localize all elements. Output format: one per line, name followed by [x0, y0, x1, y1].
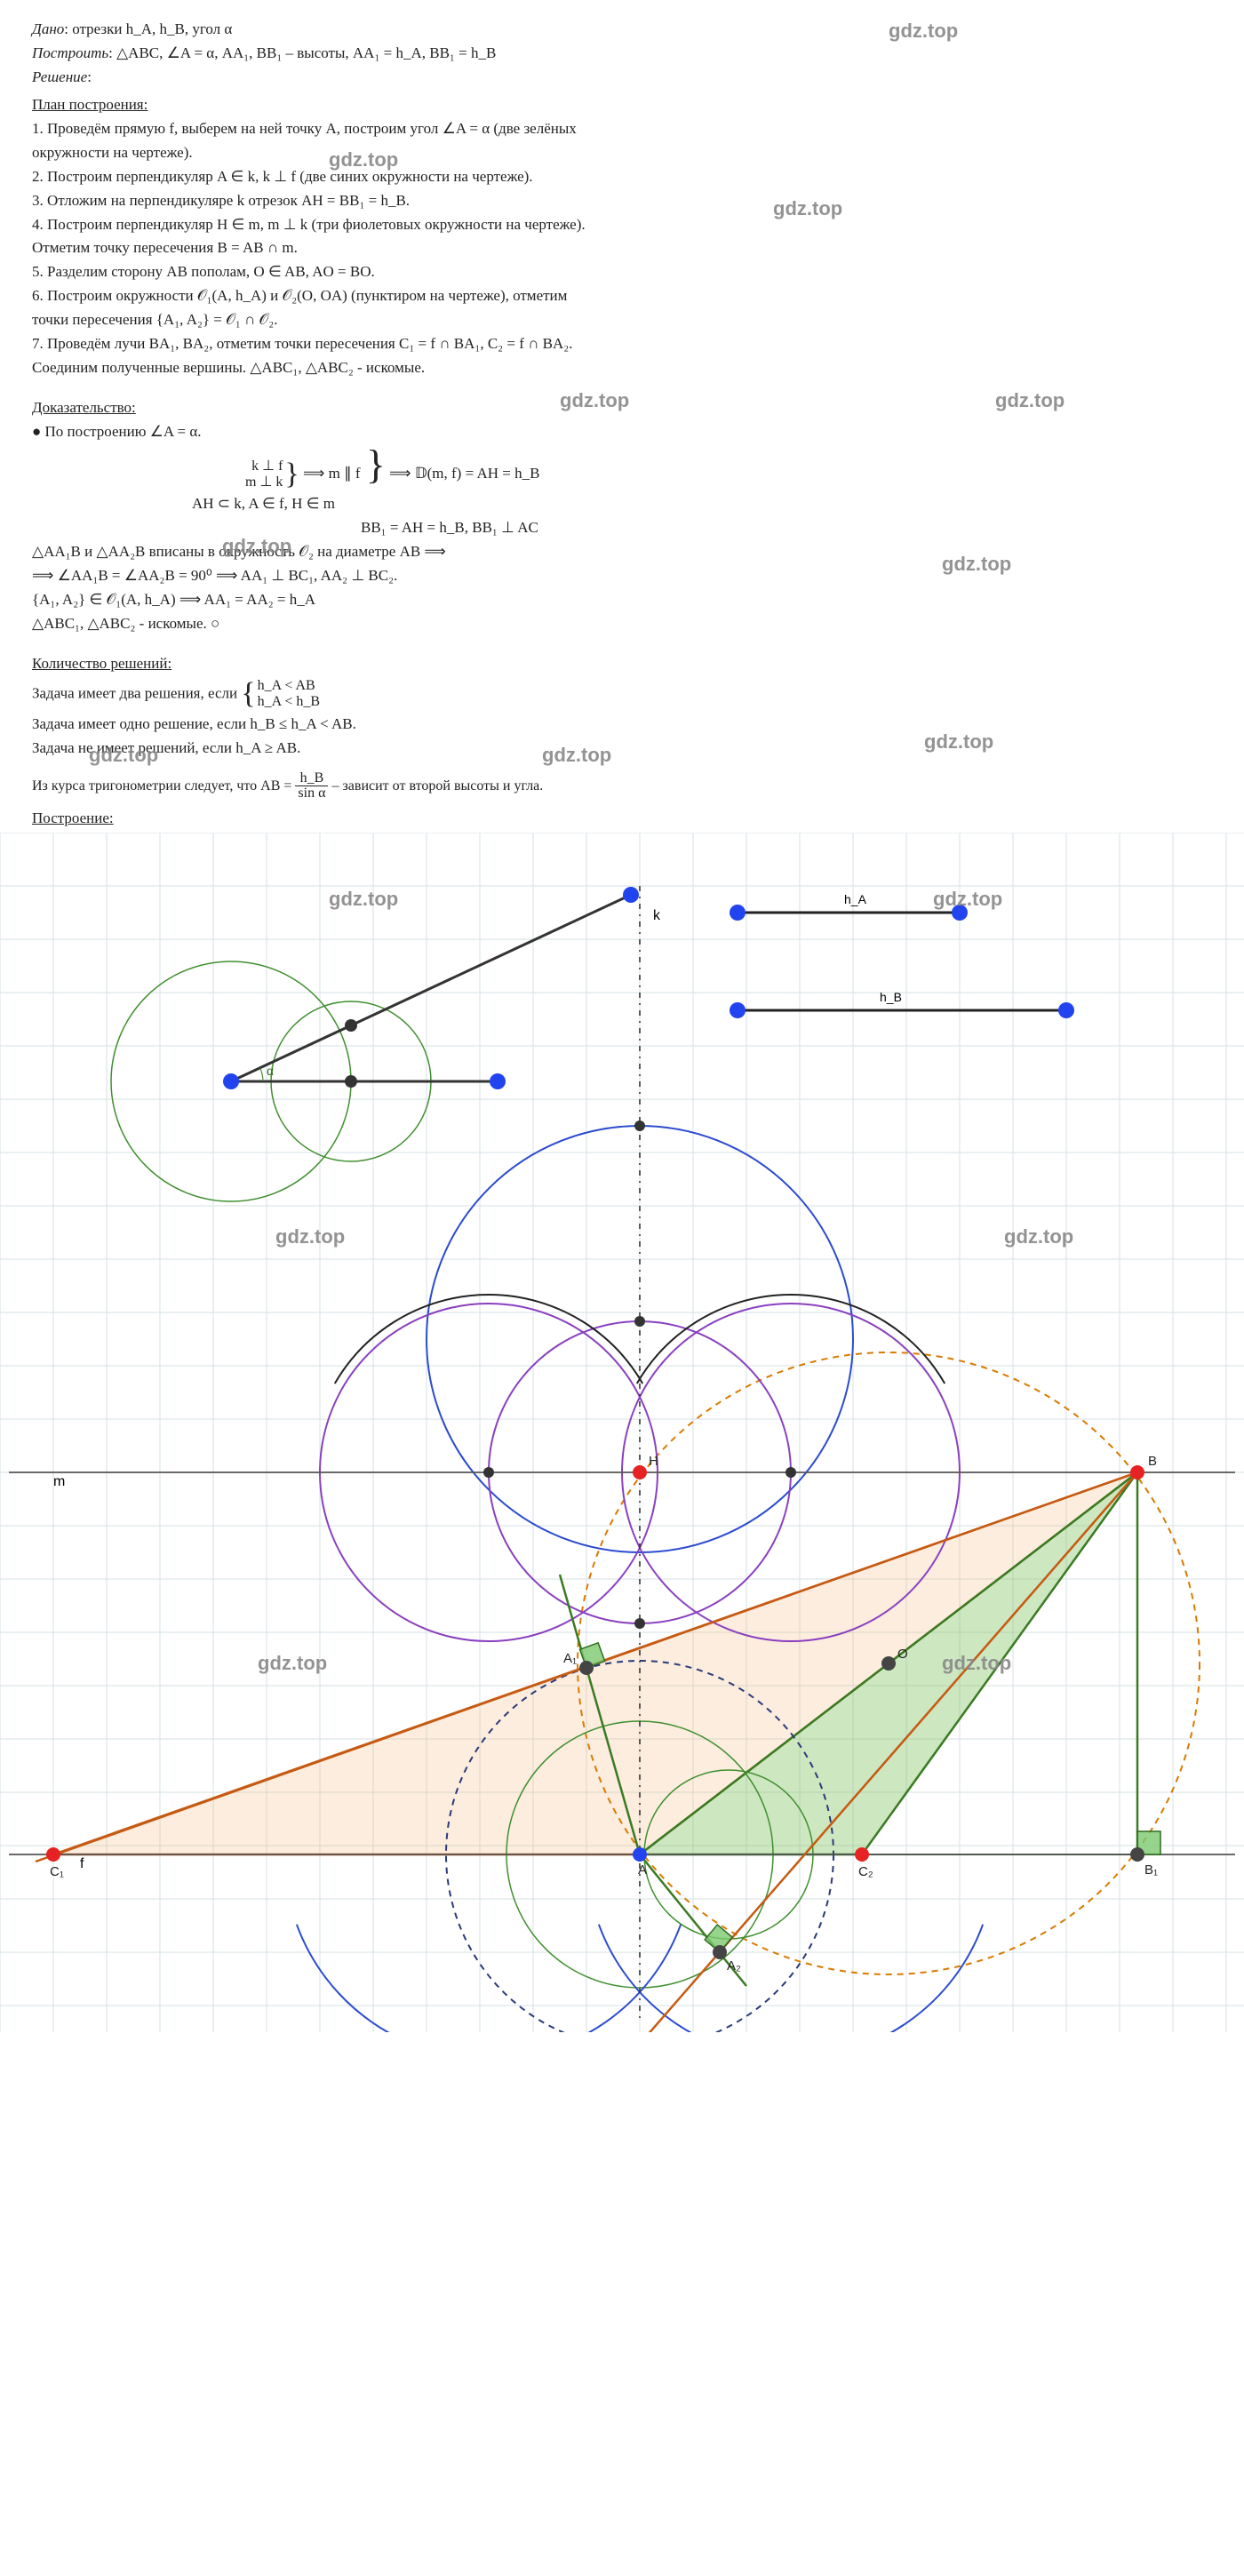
svg-text:m: m — [53, 1474, 65, 1489]
plan-heading: План построения: — [32, 96, 148, 113]
svg-text:h_A: h_A — [844, 892, 867, 906]
step-7b: Соединим полученные вершины. △ABC₁, △ABC… — [32, 358, 1212, 379]
count-c3: Задача не имеет решений, если h_A ≥ AB. — [32, 738, 1212, 759]
solution-colon: : — [87, 68, 92, 85]
solution-line: Решение: — [32, 68, 1212, 88]
svg-text:C₁: C₁ — [50, 1864, 64, 1879]
count-c1-r1: h_A < AB — [258, 678, 320, 694]
construction-heading: Построение: — [32, 809, 114, 826]
diagram-container: gdz.top gdz.top gdz.top gdz.top gdz.top … — [0, 833, 1244, 2032]
step-1b: окружности на чертеже). — [32, 143, 1212, 163]
svg-text:B₁: B₁ — [1144, 1862, 1158, 1878]
step-3: 3. Отложим на перпендикуляре k отрезок A… — [32, 191, 1212, 211]
step-1a: 1. Проведём прямую f, выберем на ней точ… — [32, 119, 1212, 140]
build-text: : △ABC, ∠A = α, AA₁, BB₁ – высоты, AA₁ =… — [108, 44, 496, 61]
svg-text:A: A — [638, 1862, 647, 1878]
svg-text:C₂: C₂ — [858, 1864, 873, 1879]
document-page: gdz.top gdz.top gdz.top gdz.top gdz.top … — [0, 0, 1244, 2032]
step-6a: 6. Построим окружности 𝒪₁(A, h_A) и 𝒪₂(O… — [32, 286, 1212, 307]
step-2: 2. Построим перпендикуляр A ∈ k, k ⊥ f (… — [32, 167, 1212, 187]
build-line: Построить: △ABC, ∠A = α, AA₁, BB₁ – высо… — [32, 44, 1212, 64]
given-label: Дано — [32, 20, 64, 37]
trig-tail: – зависит от второй высоты и угла. — [331, 778, 543, 794]
construction-diagram: f m k h_A h_B α H B O A₁ A₂ C₁ C₂ B₁ A — [0, 833, 1244, 2032]
sys2-imp: ⟹ 𝔻(m, f) = AH = h_B — [389, 465, 539, 482]
count-c1-lead: Задача имеет два решения, если — [32, 684, 241, 701]
sys1-r2: m ⊥ k — [245, 475, 283, 490]
build-label: Построить — [32, 44, 108, 61]
step-4a: 4. Построим перпендикуляр H ∈ m, m ⊥ k (… — [32, 215, 1212, 235]
proof-system: k ⊥ f m ⊥ k } ⟹ m ∥ f } ⟹ 𝔻(m, f) = AH =… — [32, 446, 1212, 490]
proof-p2: △AA₁B и △AA₂B вписаны в окружность 𝒪₂ на… — [32, 542, 1212, 562]
given-text: : отрезки h_A, h_B, угол α — [64, 20, 232, 37]
proof-sys2r1: AH ⊂ k, A ∈ f, H ∈ m — [32, 494, 1212, 514]
svg-text:O: O — [897, 1647, 908, 1662]
svg-text:B: B — [1148, 1454, 1157, 1469]
proof-center: BB₁ = AH = h_B, BB₁ ⊥ AC — [32, 518, 1212, 538]
svg-text:α: α — [267, 1064, 274, 1078]
step-6b: точки пересечения {A₁, A₂} = 𝒪₁ ∩ 𝒪₂. — [32, 310, 1212, 331]
svg-text:H: H — [649, 1454, 658, 1469]
sys1-imp: ⟹ m ∥ f — [303, 465, 361, 482]
proof-p3: ⟹ ∠AA₁B = ∠AA₂B = 90⁰ ⟹ AA₁ ⊥ BC₁, AA₂ ⊥… — [32, 566, 1212, 586]
count-c1: Задача имеет два решения, если { h_A < A… — [32, 678, 1212, 711]
svg-text:A₂: A₂ — [727, 1958, 741, 1974]
trig-num: h_B — [295, 771, 328, 787]
svg-text:A₁: A₁ — [563, 1651, 577, 1666]
count-heading: Количество решений: — [32, 655, 171, 672]
proof-heading: Доказательство: — [32, 399, 136, 416]
trig-den: sin α — [295, 786, 328, 802]
given-line: Дано: отрезки h_A, h_B, угол α — [32, 20, 1212, 40]
proof-p4: {A₁, A₂} ∈ 𝒪₁(A, h_A) ⟹ AA₁ = AA₂ = h_A — [32, 590, 1212, 610]
proof-p5: △ABC₁, △ABC₂ - искомые. ○ — [32, 614, 1212, 634]
solution-label: Решение — [32, 68, 87, 85]
trig-lead: Из курса тригонометрии следует, что AB = — [32, 778, 295, 794]
sys1-r1: k ⊥ f — [245, 459, 283, 475]
svg-text:k: k — [653, 908, 661, 923]
step-5: 5. Разделим сторону AB пополам, O ∈ AB, … — [32, 262, 1212, 283]
trig-note: Из курса тригонометрии следует, что AB =… — [32, 771, 1212, 802]
proof-p1: ● По построению ∠A = α. — [32, 422, 1212, 443]
count-c1-r2: h_A < h_B — [258, 694, 320, 710]
step-4b: Отметим точку пересечения B = AB ∩ m. — [32, 238, 1212, 259]
svg-text:h_B: h_B — [880, 990, 902, 1004]
step-7a: 7. Проведём лучи BA₁, BA₂, отметим точки… — [32, 334, 1212, 355]
svg-text:f: f — [80, 1856, 84, 1871]
count-c2: Задача имеет одно решение, если h_B ≤ h_… — [32, 714, 1212, 735]
